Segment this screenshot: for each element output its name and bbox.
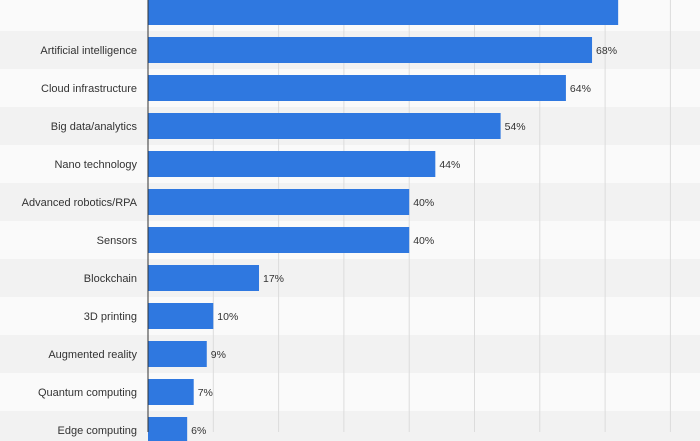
category-labels: Artificial intelligence Cloud infrastruct… [22,45,138,437]
bar [148,113,501,139]
category-label: Advanced robotics/RPA [22,197,138,209]
value-label: 54% [505,121,526,133]
row-band [0,411,700,441]
value-label: 68% [596,45,617,57]
value-labels: 68% 64% 54% 44% 40% 40% 17% 10% 9% 7% 6% [191,45,617,437]
bar [148,379,194,405]
bar [148,151,436,177]
category-label: Augmented reality [48,349,137,361]
row-band [0,297,700,335]
value-label: 40% [413,235,434,247]
value-label: 10% [217,311,238,323]
bar [148,227,410,253]
value-label: 17% [263,273,284,285]
category-label: Sensors [97,235,138,247]
category-label: Nano technology [54,159,137,171]
bar [148,303,214,329]
bars [148,0,619,441]
value-label: 64% [570,83,591,95]
value-label: 44% [439,159,460,171]
value-label: 40% [413,197,434,209]
value-label: 7% [198,387,213,399]
bar [148,265,260,291]
category-label: Quantum computing [38,387,137,399]
bar [148,417,188,441]
value-label: 9% [211,349,226,361]
bar [148,75,566,101]
category-label: Blockchain [84,273,137,285]
category-label: 3D printing [84,311,137,323]
bar [148,0,619,25]
category-label: Edge computing [58,425,138,437]
gridlines [212,0,671,432]
category-label: Cloud infrastructure [41,83,137,95]
row-band [0,373,700,411]
row-band [0,259,700,297]
category-label: Artificial intelligence [40,45,137,57]
bar [148,37,593,63]
category-label: Big data/analytics [51,121,138,133]
value-label: 6% [191,425,206,437]
bar [148,341,207,367]
row-band [0,335,700,373]
bar [148,189,410,215]
